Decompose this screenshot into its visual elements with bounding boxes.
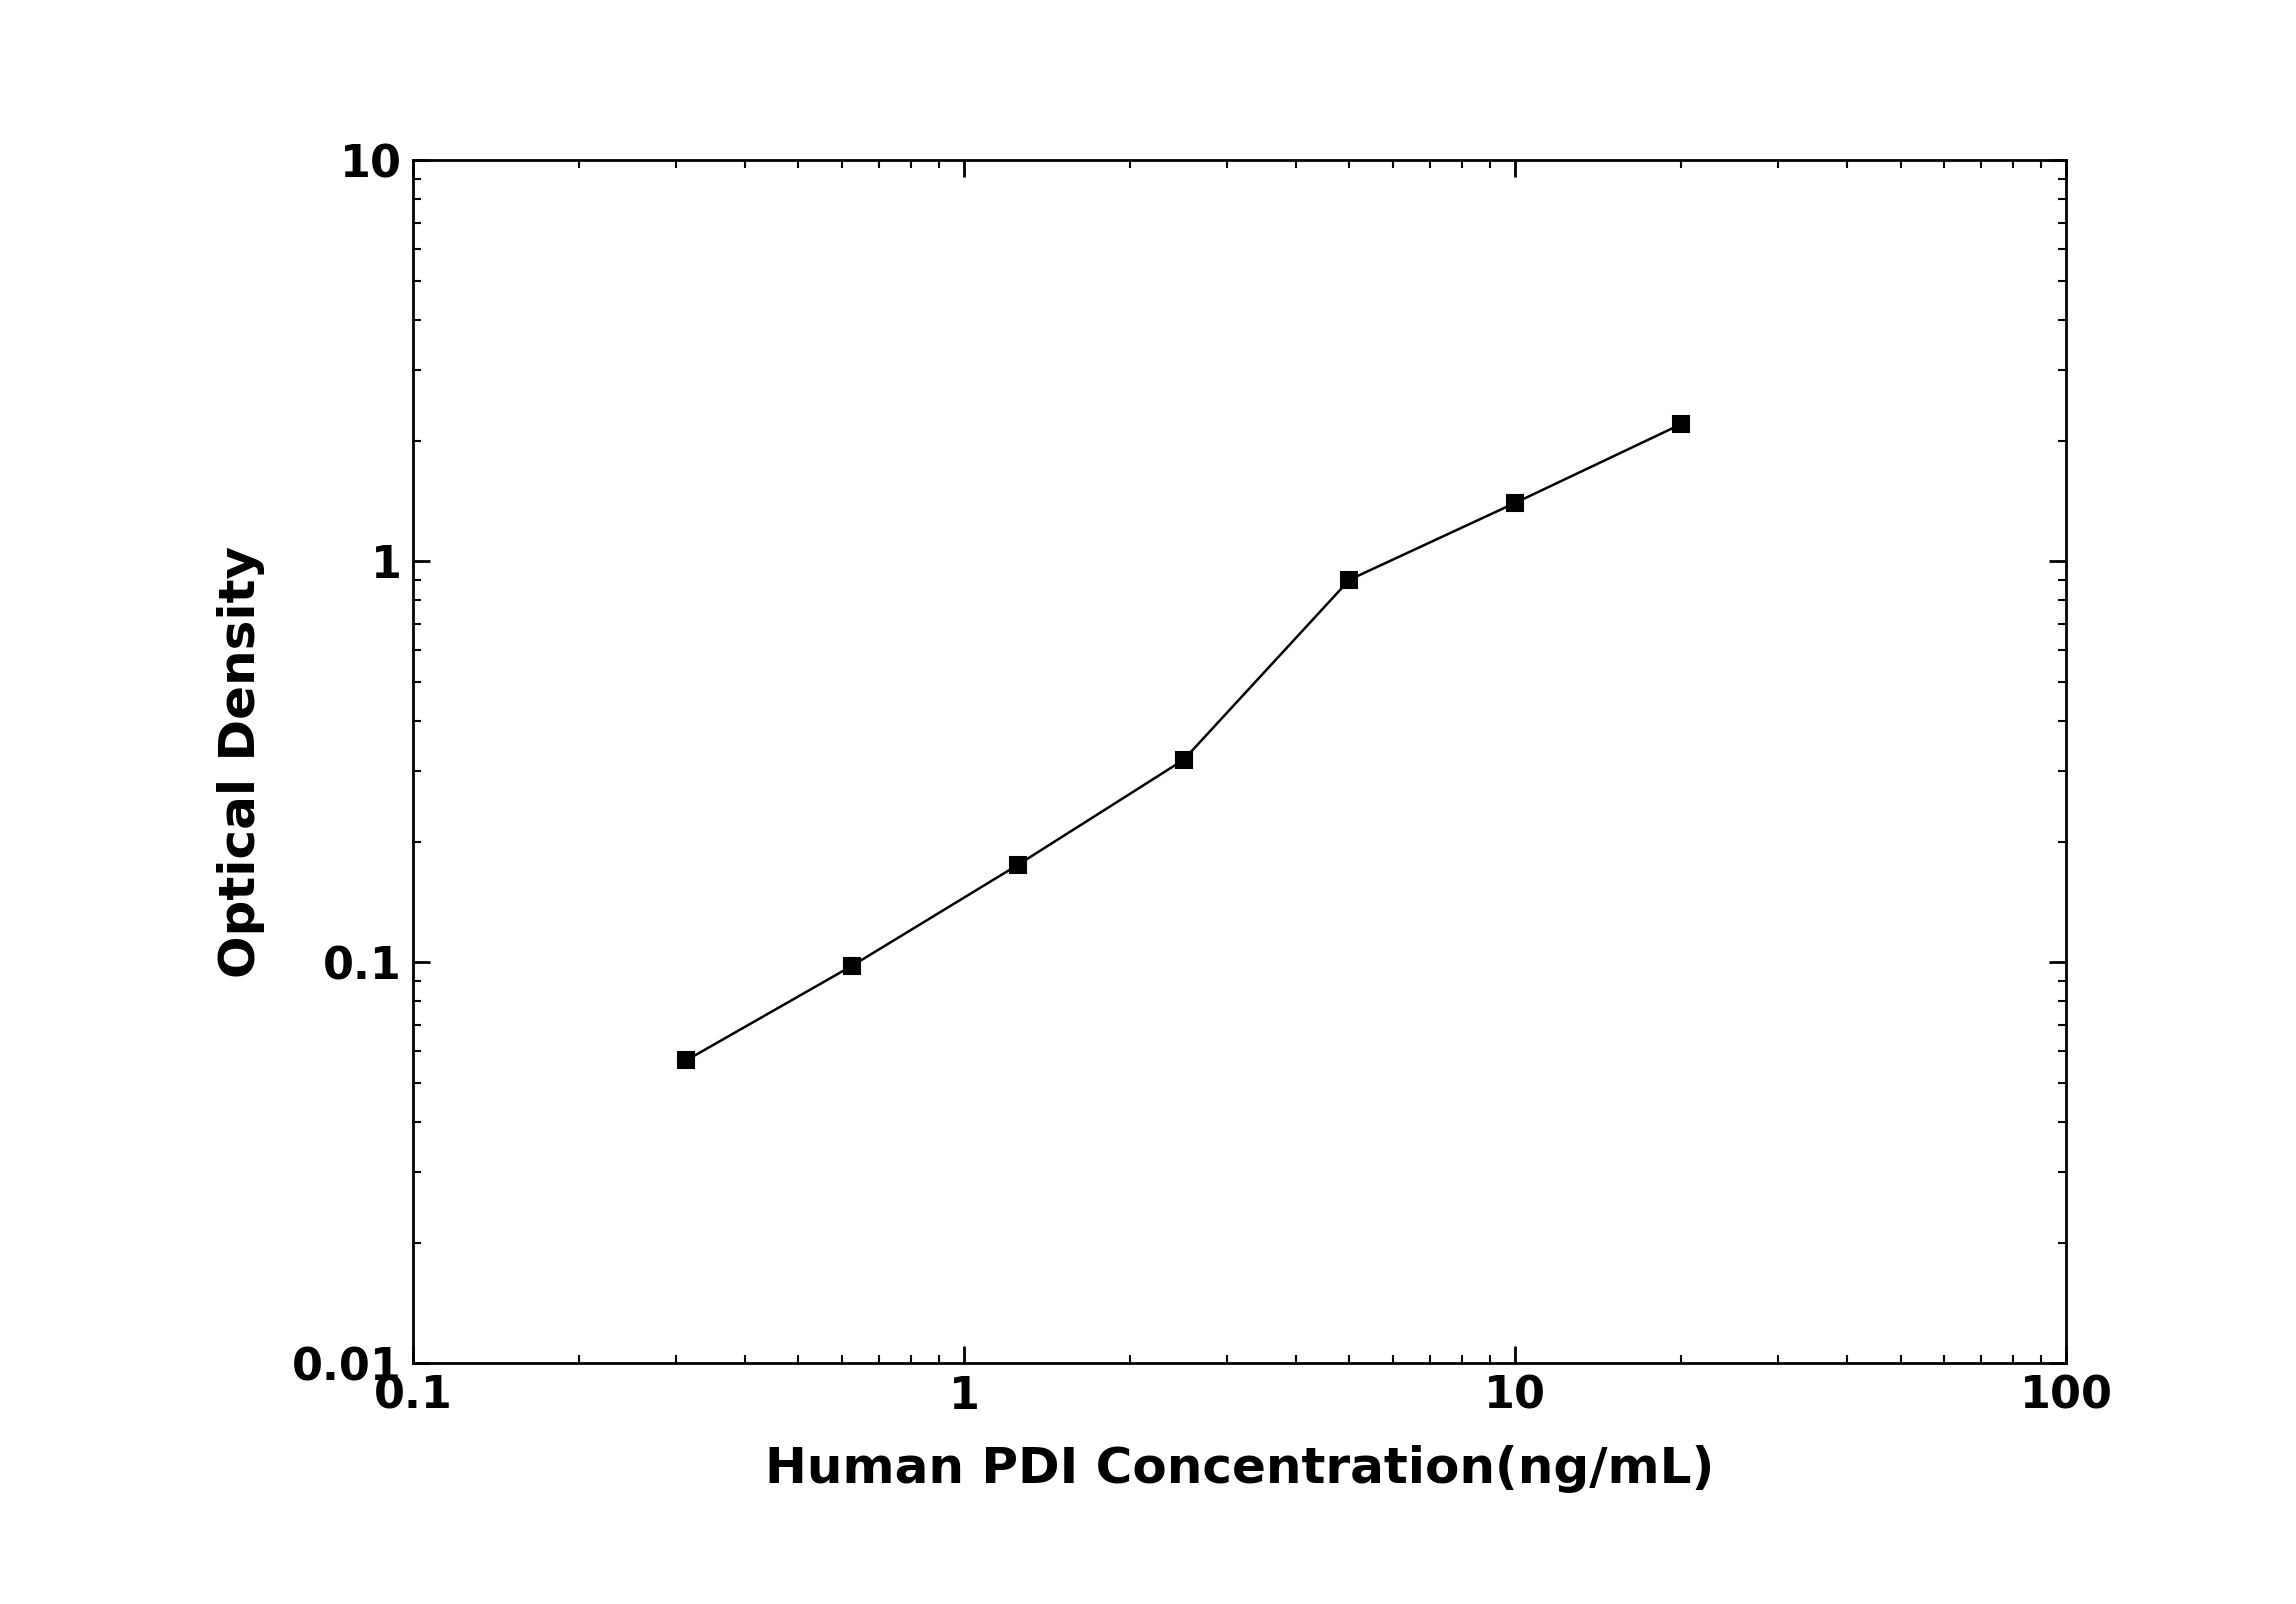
Y-axis label: Optical Density: Optical Density [216,545,264,978]
X-axis label: Human PDI Concentration(ng/mL): Human PDI Concentration(ng/mL) [765,1445,1715,1493]
